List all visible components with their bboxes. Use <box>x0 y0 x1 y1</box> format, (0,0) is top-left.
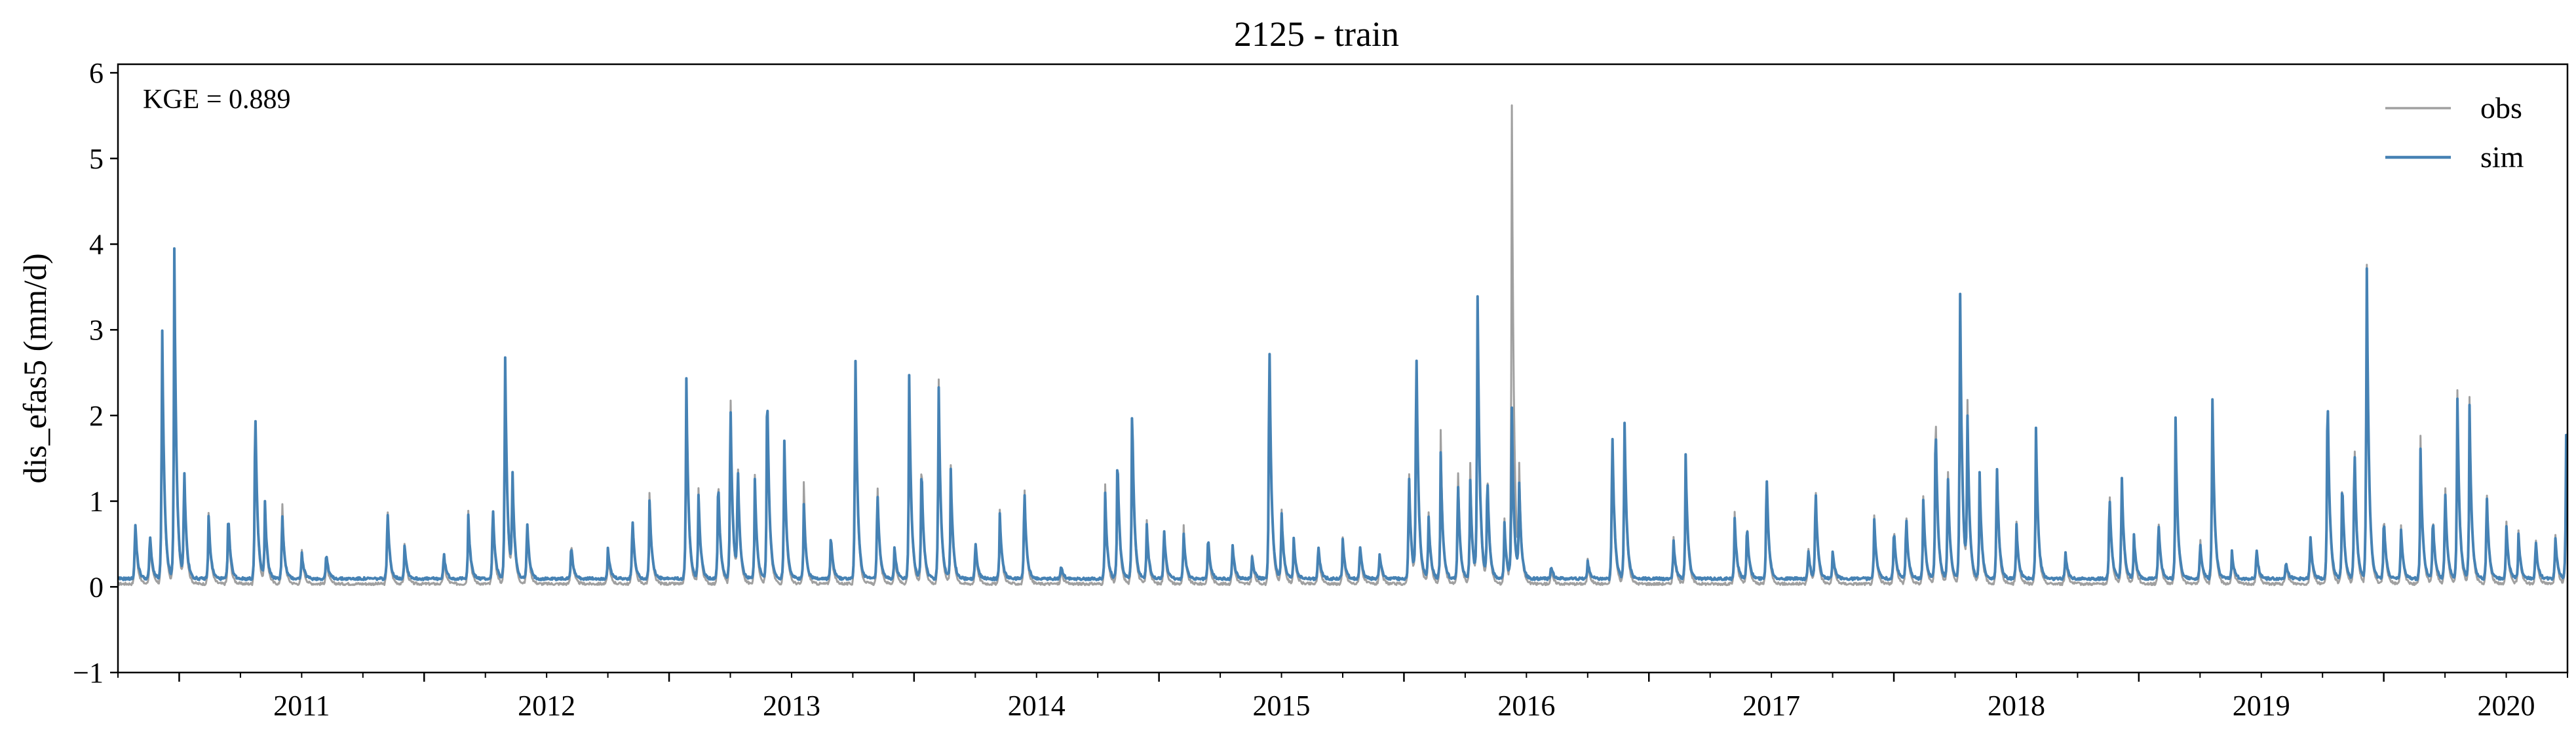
chart-title: 2125 - train <box>1234 14 1399 54</box>
kge-annotation: KGE = 0.889 <box>143 85 291 115</box>
x-tick-label: 2020 <box>2478 690 2535 722</box>
x-tick-label: 2016 <box>1497 690 1555 722</box>
y-tick-label: 0 <box>89 571 104 603</box>
y-axis-label: dis_efas5 (mm/d) <box>16 253 53 483</box>
x-tick-label: 2017 <box>1742 690 1800 722</box>
x-tick-label: 2011 <box>273 690 330 722</box>
y-axis-ticks: −1 0 1 2 3 4 5 6 <box>73 57 118 689</box>
series-line-sim <box>118 247 2567 581</box>
y-tick-label: 6 <box>89 57 104 89</box>
legend-sim-label: sim <box>2480 140 2524 174</box>
plot-frame <box>117 63 2569 674</box>
x-tick-label: 2019 <box>2233 690 2290 722</box>
x-tick-label: 2013 <box>763 690 820 722</box>
x-tick-label: 2018 <box>1988 690 2045 722</box>
y-tick-label: 3 <box>89 314 104 346</box>
x-tick-label: 2015 <box>1253 690 1311 722</box>
y-tick-label: 2 <box>89 400 104 432</box>
legend-obs-label: obs <box>2480 91 2522 125</box>
y-tick-label: 4 <box>89 228 104 260</box>
x-tick-label: 2012 <box>518 690 575 722</box>
series-line-obs <box>118 104 2567 587</box>
y-tick-label: −1 <box>73 657 104 689</box>
y-tick-label: 5 <box>89 143 104 175</box>
y-tick-label: 1 <box>89 486 104 518</box>
x-tick-label: 2014 <box>1008 690 1066 722</box>
legend: obs sim <box>2385 91 2524 174</box>
x-axis-ticks: 2011 2012 2013 2014 2015 2016 2017 2018 2019 2020 <box>117 673 2568 722</box>
